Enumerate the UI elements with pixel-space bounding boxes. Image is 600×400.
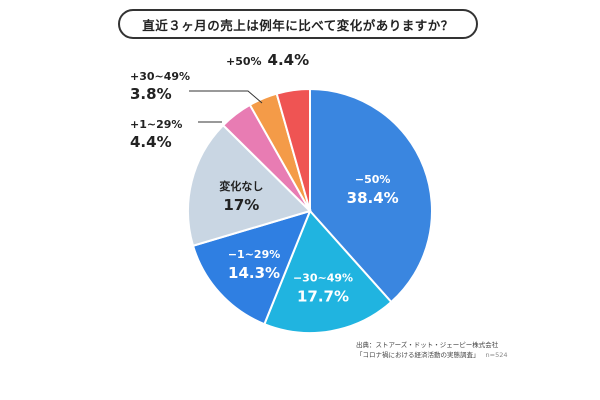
slice-value-label: 14.3% <box>228 264 280 282</box>
leader-line <box>189 90 263 104</box>
slice-category-label: +30~49% <box>130 70 190 83</box>
slice-value-label: 38.4% <box>347 189 399 207</box>
slice-value-label: 4.4% <box>268 51 310 69</box>
pie-slice <box>309 87 433 304</box>
slice-value-label: 17.7% <box>297 288 349 306</box>
slice-value-label: 17% <box>223 196 259 214</box>
slice-label-combined: +50% 4.4% <box>226 51 309 69</box>
slice-category-label: −1~29% <box>228 248 280 261</box>
chart-title: 直近３ヶ月の売上は例年に比べて変化がありますか？ <box>118 9 478 39</box>
source-line-2: 「コロナ禍における経済活動の実態調査」 n=524 <box>356 351 508 359</box>
slice-category-label: 変化なし <box>219 179 263 193</box>
slice-value-label: 3.8% <box>130 85 172 103</box>
pie-slice <box>187 123 312 248</box>
slice-category-label: −50% <box>355 173 391 186</box>
slice-category-label: +50% <box>226 55 262 68</box>
slice-category-label: +1~29% <box>130 118 182 131</box>
slice-category-label: −30~49% <box>293 272 353 285</box>
source-note: 出典：ストアーズ・ドット・ジェーピー株式会社 「コロナ禍における経済活動の実態調… <box>356 340 507 360</box>
slice-value-label: 4.4% <box>130 133 172 151</box>
pie-slice <box>275 87 311 212</box>
pie-slice <box>191 209 312 326</box>
source-line-1: 出典：ストアーズ・ドット・ジェーピー株式会社 <box>356 341 499 349</box>
pie-slice <box>263 209 393 334</box>
sample-size: n=524 <box>485 351 508 359</box>
